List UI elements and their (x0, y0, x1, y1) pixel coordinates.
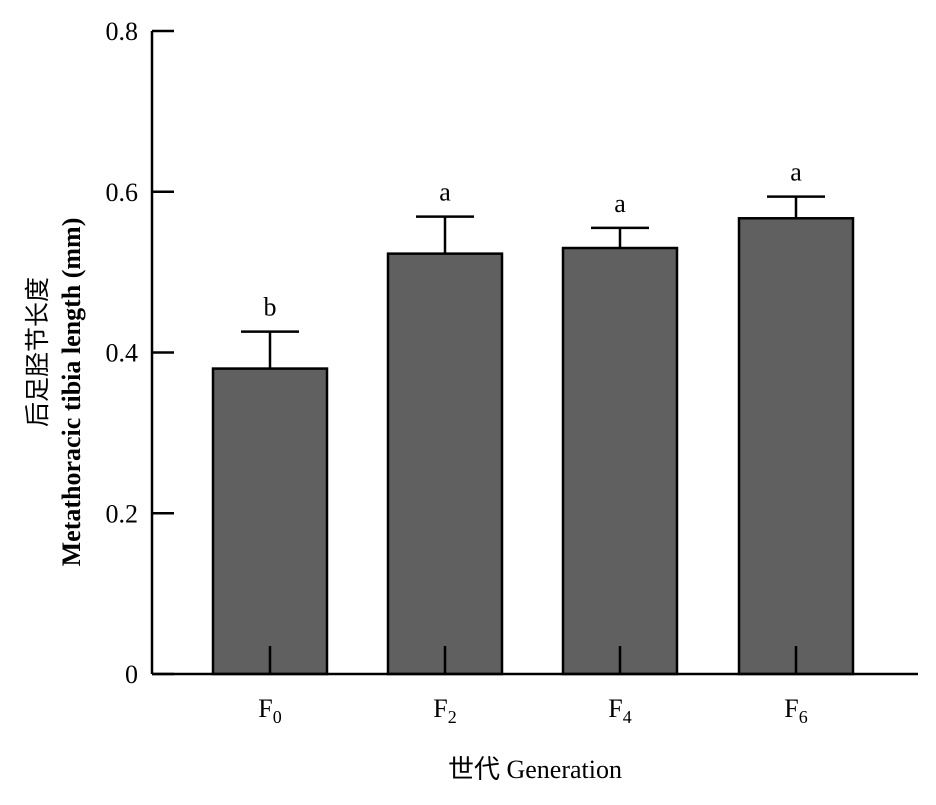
category-label: F0 (258, 694, 281, 727)
category-label-base: F (258, 694, 272, 723)
bar (211, 367, 329, 676)
category-label-base: F (433, 694, 447, 723)
bar (386, 252, 504, 676)
axes (150, 31, 918, 676)
category-label-base: F (784, 694, 798, 723)
category-label-subscript: 4 (623, 707, 632, 727)
y-axis-title-english: Metathoracic tibia length (mm) (57, 218, 86, 567)
category-label-subscript: 6 (799, 707, 808, 727)
bar (737, 217, 855, 676)
y-ticks: 0 0.2 0.4 0.6 0.8 (106, 17, 174, 689)
significance-label: a (439, 178, 451, 207)
category-label: F6 (784, 694, 807, 727)
significance-label: a (614, 189, 626, 218)
y-tick-label: 0.4 (106, 339, 139, 368)
bars (211, 195, 855, 676)
bar (561, 246, 679, 676)
category-label-subscript: 2 (448, 707, 457, 727)
significance-label: a (790, 158, 802, 187)
category-label-subscript: 0 (273, 707, 282, 727)
y-tick-label: 0.2 (106, 499, 139, 528)
category-label: F4 (608, 694, 631, 727)
y-tick-label: 0.8 (106, 17, 139, 46)
y-tick-label: 0.6 (106, 178, 139, 207)
x-axis-title: 世代 Generation (448, 755, 622, 784)
significance-label: b (264, 293, 277, 322)
y-axis-title-chinese: 后足胫节长度 (23, 277, 52, 427)
category-label: F2 (433, 694, 456, 727)
category-label-base: F (608, 694, 622, 723)
y-tick-label: 0 (125, 660, 138, 689)
